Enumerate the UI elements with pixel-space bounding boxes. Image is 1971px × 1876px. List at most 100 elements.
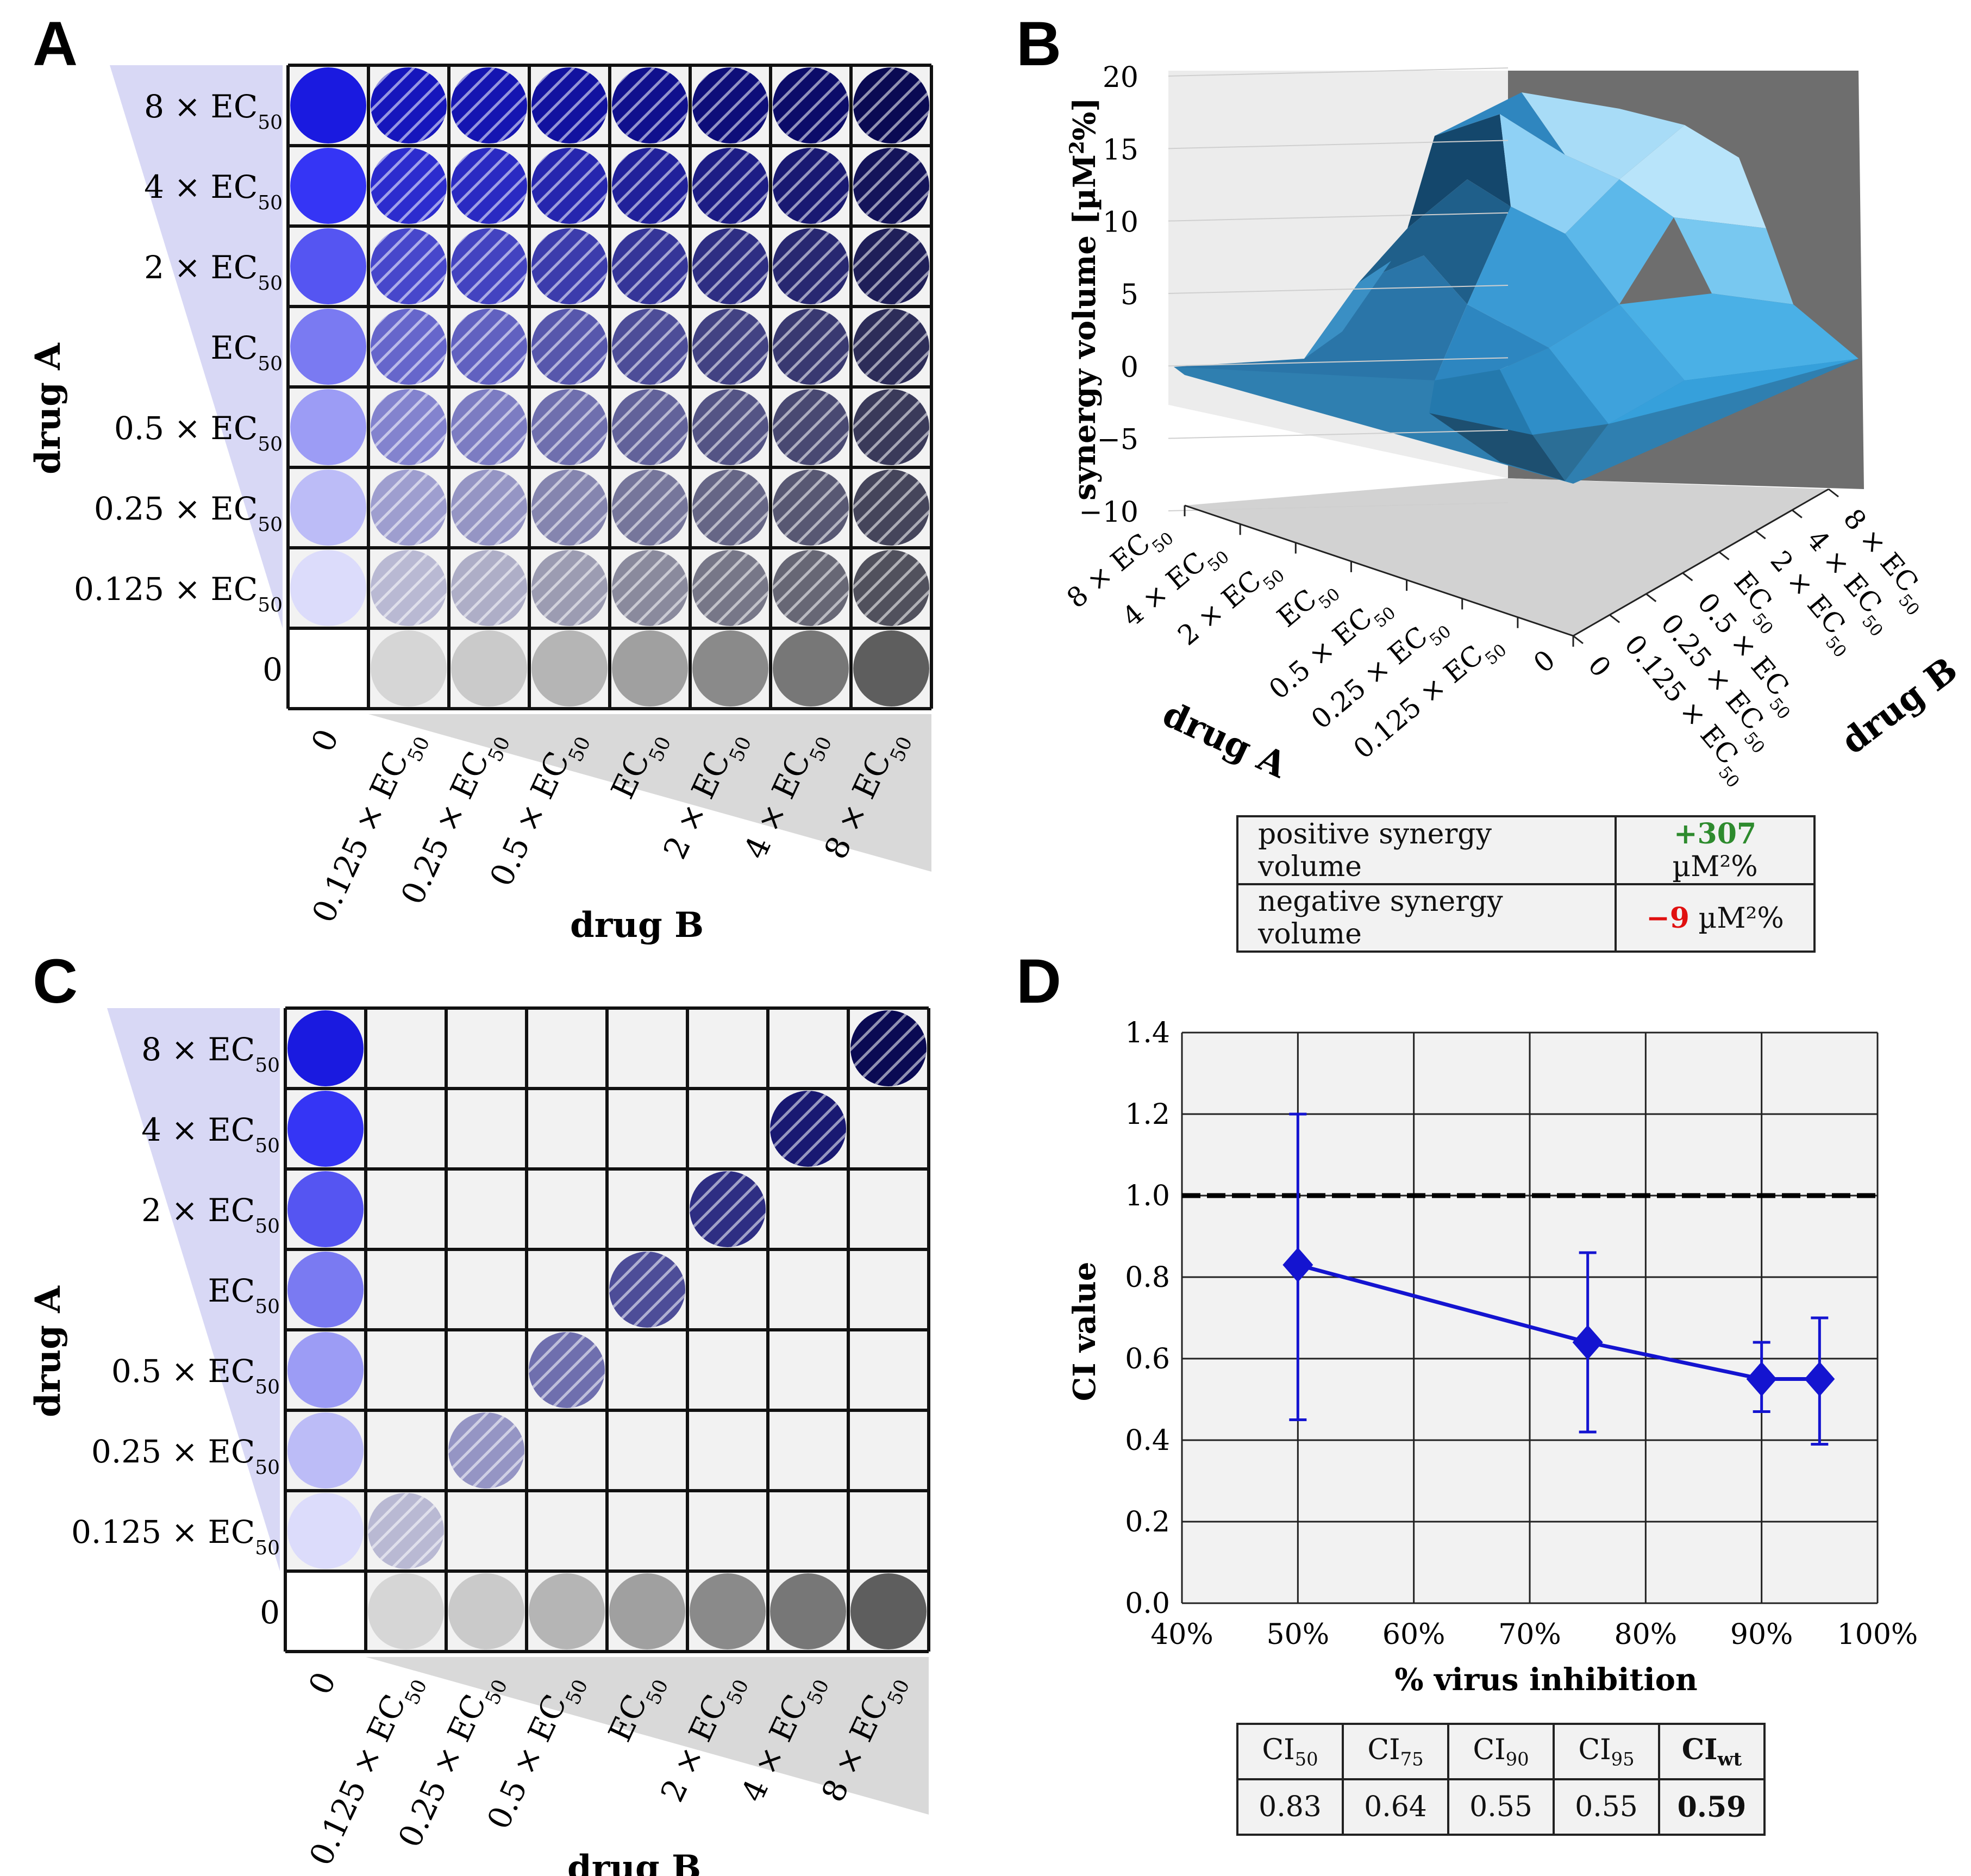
drug-b-well (770, 1573, 846, 1649)
drug-b-well (853, 630, 929, 706)
combination-well-hatch (612, 67, 688, 143)
drug-b-well (531, 630, 608, 706)
z-gridline (1168, 357, 1509, 367)
positive-synergy-unit: µM²% (1672, 851, 1758, 883)
combination-well-hatch (451, 389, 527, 465)
row-label: EC50 (211, 329, 283, 375)
tick (1573, 635, 1584, 645)
z-gridline (1168, 502, 1509, 511)
combination-well-hatch (773, 309, 849, 385)
combination-well-hatch (853, 309, 929, 385)
negative-synergy-unit: µM²% (1689, 902, 1784, 935)
drug-b-well (773, 630, 849, 706)
combination-well-hatch (371, 550, 447, 626)
drug-b-gradient (368, 714, 931, 872)
row-label-text: 0.25 × EC (94, 490, 258, 527)
row-label-text: 0.25 × EC (91, 1433, 255, 1470)
x-tick-label: 60% (1382, 1618, 1446, 1651)
combination-well-hatch (451, 470, 527, 546)
row-label: EC50 (208, 1272, 280, 1318)
drug-a-well (290, 67, 366, 143)
data-point (1572, 1325, 1603, 1360)
empty-well (288, 628, 368, 709)
row-label-text: 4 × EC (141, 1111, 255, 1148)
negative-synergy-cell: −9 µM²% (1615, 883, 1816, 953)
combination-well-hatch (371, 228, 447, 304)
ci75-header: CI75 (1342, 1723, 1449, 1780)
y-tick-label: 0.2 (1125, 1506, 1170, 1539)
row-label-text: 2 × EC (141, 1192, 255, 1229)
combination-well-hatch (612, 148, 688, 224)
col-label-text: 0 (301, 1666, 343, 1700)
drug-b-well (451, 630, 527, 706)
y-tick-label: 0.0 (1125, 1587, 1170, 1620)
combination-well-hatch (531, 470, 608, 546)
row-label-sub: 50 (258, 514, 283, 536)
row-label-sub: 50 (258, 111, 283, 134)
combination-well-hatch (531, 148, 608, 224)
y-tick-label: 1.4 (1125, 1017, 1170, 1049)
row-label-text: 8 × EC (141, 1031, 255, 1068)
z-tick-label: 15 (1103, 134, 1138, 166)
y-tick-label: 0.8 (1125, 1261, 1170, 1294)
drug-a-well (287, 1332, 364, 1408)
combination-well-hatch (371, 389, 447, 465)
row-label-text: 0 (262, 651, 283, 688)
ci75-value: 0.64 (1342, 1778, 1449, 1836)
col-label-text: 0.5 × EC (480, 1689, 574, 1835)
row-label-text: EC (208, 1272, 255, 1309)
col-label-text: 0.125 × EC (302, 1689, 414, 1871)
drug-a-well (290, 470, 366, 546)
drug-a-tick-label-text: 0 (1528, 644, 1561, 679)
x-tick-label: 90% (1730, 1618, 1793, 1651)
combination-well-hatch (451, 228, 527, 304)
combination-well-hatch (531, 389, 608, 465)
row-label: 0.5 × EC50 (114, 410, 283, 455)
floor (1185, 478, 1829, 636)
z-tick-label: 20 (1103, 61, 1138, 94)
x-tick-label: 40% (1150, 1618, 1213, 1651)
combination-well-hatch (529, 1332, 605, 1408)
row-label-sub: 50 (255, 1296, 280, 1318)
ciwt-value: 0.59 (1658, 1778, 1766, 1836)
ci50-value: 0.83 (1236, 1778, 1344, 1836)
y-tick-label: 0.4 (1125, 1424, 1170, 1457)
combination-well-hatch (692, 550, 768, 626)
table-row: 0.83 0.64 0.55 0.55 0.59 (1236, 1778, 1766, 1836)
combination-well-hatch (531, 309, 608, 385)
row-label-sub: 50 (255, 1215, 280, 1237)
drug-b-well (448, 1573, 524, 1649)
row-label-text: 0 (260, 1594, 280, 1631)
z-axis: 20 15 10 5 0 −5 −10 (1079, 61, 1509, 529)
row-label-sub: 50 (255, 1456, 280, 1479)
row-label-text: 0.125 × EC (74, 571, 258, 608)
combination-well-hatch (371, 470, 447, 546)
combination-well-hatch (770, 1091, 846, 1167)
panel-letter-a: A (33, 9, 78, 79)
combination-well-hatch (609, 1252, 685, 1328)
positive-synergy-value: +307 (1673, 817, 1757, 851)
drug-b-well (368, 1573, 444, 1649)
drug-b-well (612, 630, 688, 706)
drug-a-axis-title: drug A (28, 342, 68, 474)
combination-well-hatch (451, 309, 527, 385)
combination-well-hatch (451, 67, 527, 143)
drug-a-axis-title: drug A (28, 1285, 68, 1417)
drug-b-well (529, 1573, 605, 1649)
z-tick-label: −5 (1097, 424, 1138, 457)
combination-well-hatch (531, 67, 608, 143)
drug-b-axis-title: drug B (567, 1848, 701, 1876)
drug-b-gradient (366, 1657, 929, 1815)
combination-well-hatch (451, 550, 527, 626)
drug-b-well (371, 630, 447, 706)
z-gridline (1168, 67, 1509, 77)
row-label-sub: 50 (258, 594, 283, 616)
row-label-sub: 50 (258, 272, 283, 295)
z-gridline (1168, 429, 1509, 439)
z-gridline (1168, 285, 1509, 294)
drug-b-tick-label-text: EC (1728, 566, 1778, 617)
ci-y-axis-title: CI value (1067, 1262, 1103, 1402)
row-label-text: 0.125 × EC (71, 1514, 255, 1550)
